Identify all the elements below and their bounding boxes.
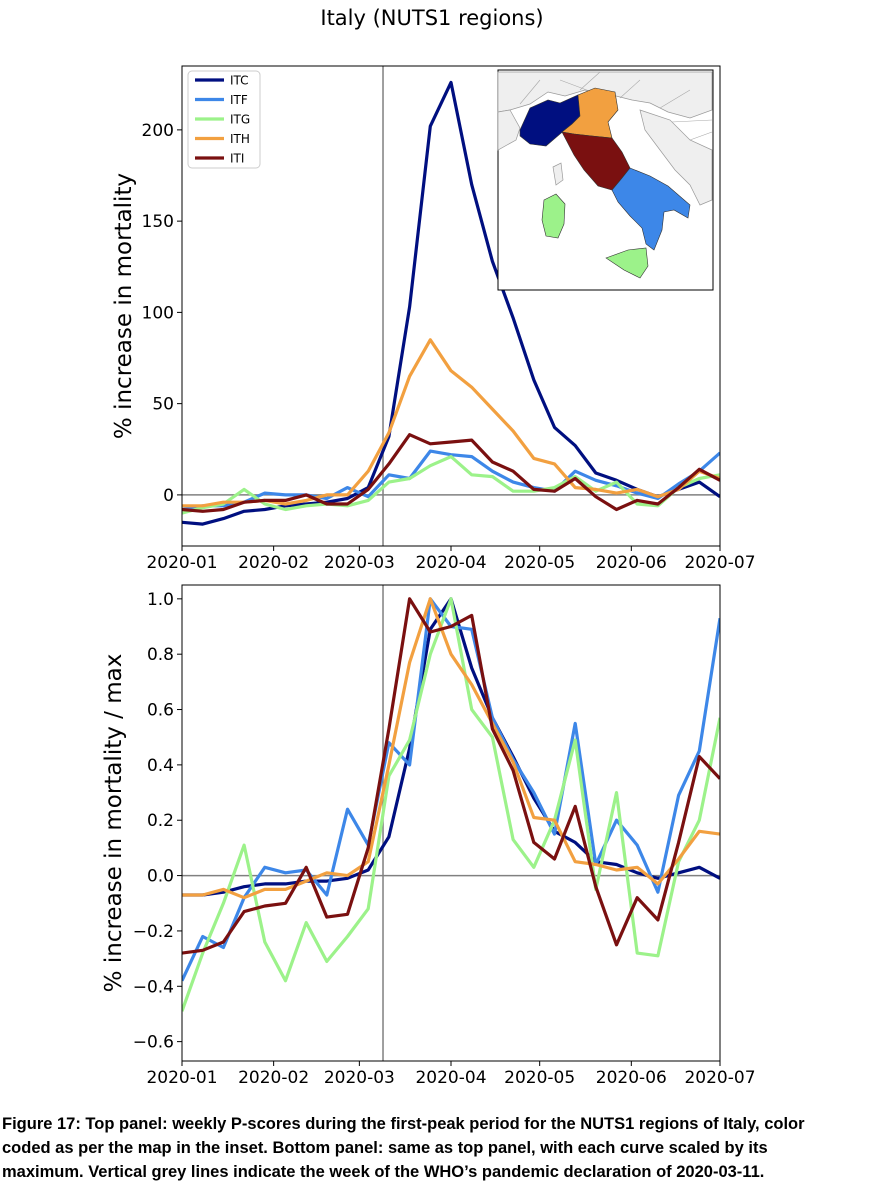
x-tick-label: 2020-07 [684, 553, 755, 573]
y-tick-label: 0.6 [147, 701, 174, 721]
x-tick-label: 2020-01 [146, 553, 217, 573]
region-itg-sardinia [541, 193, 566, 239]
caption-line-2: coded as per the map in the inset. Botto… [2, 1139, 768, 1157]
legend-label-iti: ITI [230, 152, 244, 166]
series-line-iti [182, 597, 720, 955]
series-lines [182, 80, 720, 526]
x-tick-label: 2020-05 [504, 553, 575, 573]
legend-label-itc: ITC [230, 74, 249, 88]
figure: Italy (NUTS1 regions) 0 50 100 150 200 2020-0… [101, 6, 756, 1088]
y-tick-label: 1.0 [147, 590, 174, 610]
x-tick-label: 2020-07 [684, 1068, 755, 1088]
y-tick-label: 0.4 [147, 756, 174, 776]
x-tick-label: 2020-04 [415, 1068, 486, 1088]
x-tick-label: 2020-06 [596, 553, 667, 573]
y-axis-label: % increase in mortality [111, 173, 137, 439]
y-tick-label: 200 [142, 121, 174, 141]
x-tick-label: 2020-03 [324, 553, 395, 573]
y-tick-label: −0.4 [133, 977, 174, 997]
y-axis-label: % increase in mortality / max [101, 654, 127, 993]
legend: ITC ITF ITG ITH ITI [187, 70, 261, 169]
series-line-iti [182, 433, 720, 513]
x-tick-label: 2020-01 [146, 1068, 217, 1088]
caption-line-3: maximum. Vertical grey lines indicate th… [2, 1163, 765, 1181]
y-tick-label: 0.8 [147, 645, 174, 665]
region-itf [611, 167, 691, 251]
y-tick-label: 0.2 [147, 811, 174, 831]
y-tick-label: 150 [142, 212, 174, 232]
bottom-panel: −0.6 −0.4 −0.2 0.0 0.2 0.4 0.6 0.8 1.0 2020-01 202… [101, 584, 756, 1088]
series-line-itg [182, 455, 720, 515]
region-itg-sicily [605, 247, 649, 279]
legend-label-ith: ITH [230, 132, 250, 146]
series-line-ith [182, 597, 720, 900]
y-tick-label: 0.0 [147, 867, 174, 887]
inset-map [497, 69, 714, 291]
legend-label-itf: ITF [230, 93, 248, 107]
caption-line-1: Figure 17: Top panel: weekly P-scores du… [2, 1115, 805, 1133]
series-line-ith [182, 338, 720, 508]
legend-label-itg: ITG [230, 113, 250, 127]
top-panel: 0 50 100 150 200 2020-01 2020-02 2020-03 2020-04… [111, 65, 756, 573]
figure-caption: Figure 17: Top panel: weekly P-scores du… [2, 1112, 864, 1184]
y-tick-label: 50 [152, 395, 174, 415]
x-tick-label: 2020-02 [238, 1068, 309, 1088]
series-line-itc [182, 80, 720, 526]
series-lines [182, 597, 720, 1012]
x-tick-label: 2020-02 [238, 553, 309, 573]
x-tick-label: 2020-04 [415, 553, 486, 573]
series-line-itg [182, 597, 720, 1012]
y-tick-label: 0 [163, 486, 174, 506]
figure-title: Italy (NUTS1 regions) [320, 6, 543, 30]
x-tick-label: 2020-06 [596, 1068, 667, 1088]
x-tick-label: 2020-03 [324, 1068, 395, 1088]
y-tick-label: −0.2 [133, 922, 174, 942]
x-tick-label: 2020-05 [504, 1068, 575, 1088]
y-tick-label: 100 [142, 303, 174, 323]
y-tick-label: −0.6 [133, 1033, 174, 1053]
